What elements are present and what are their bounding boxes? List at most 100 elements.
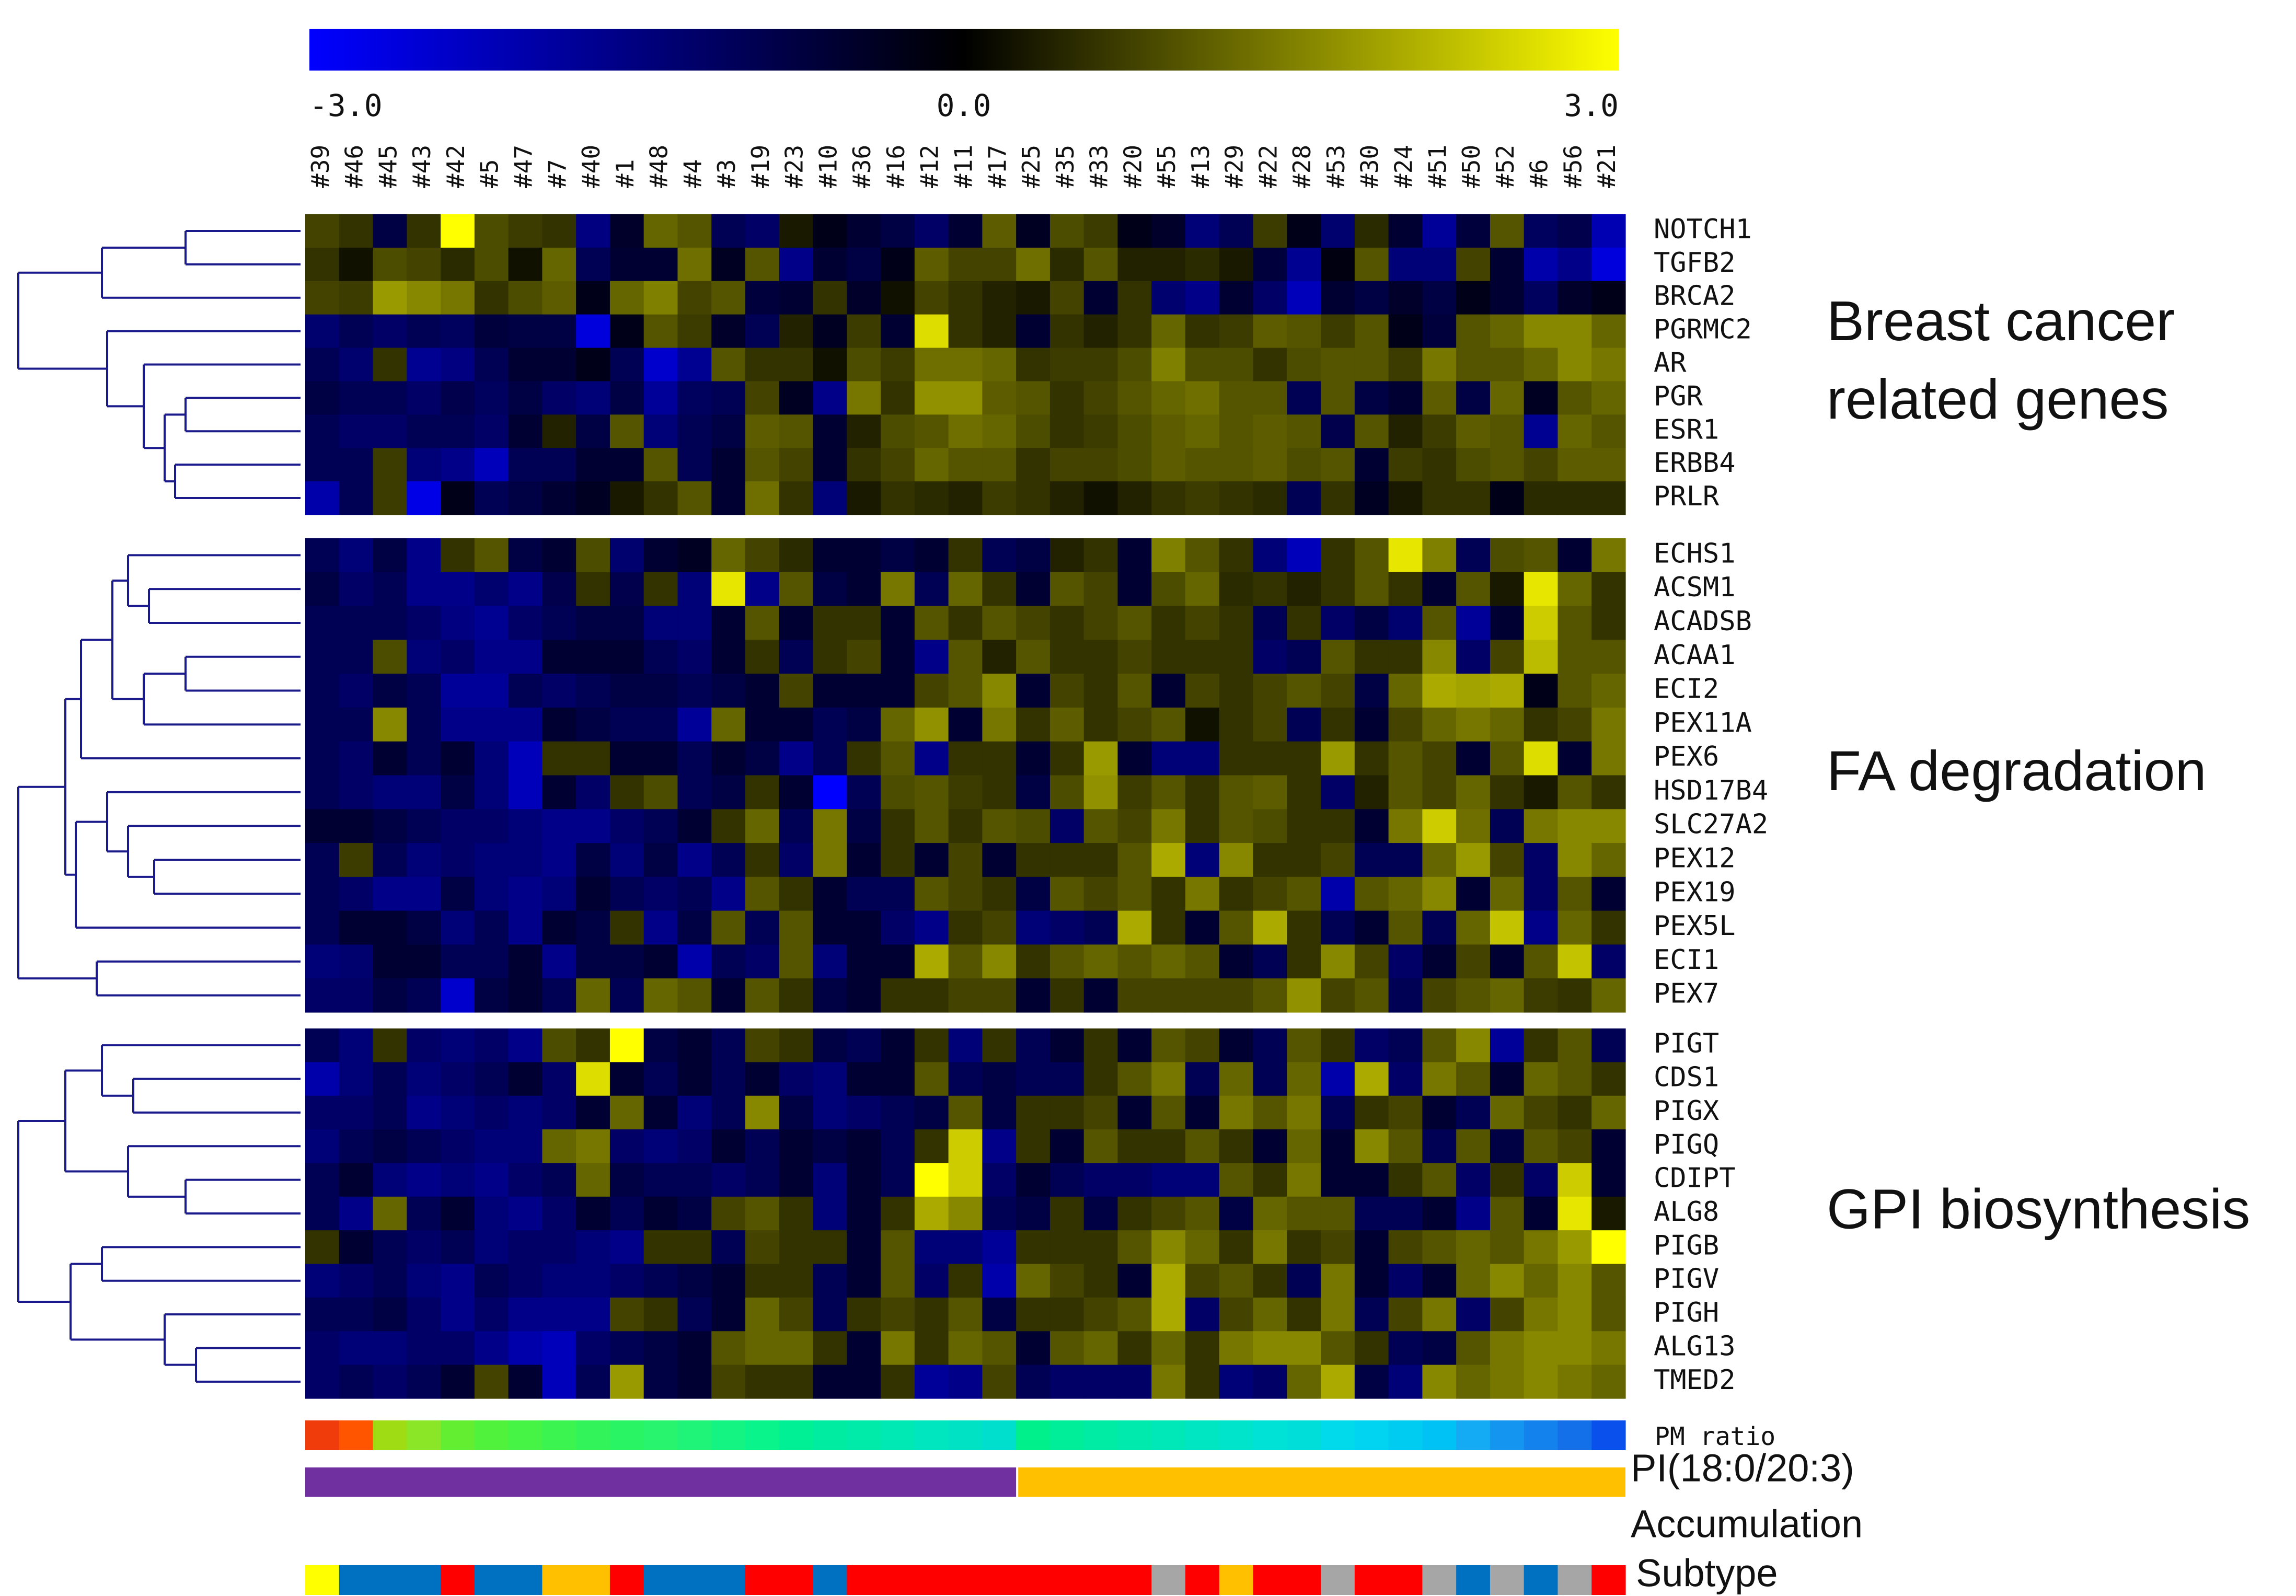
heatmap-cell (1321, 214, 1355, 248)
heatmap-cell (1151, 538, 1186, 573)
heatmap-cell (881, 843, 915, 877)
heatmap-cell (407, 381, 441, 415)
heatmap-cell (1354, 381, 1389, 415)
heatmap-cell (1083, 606, 1118, 640)
pm-ratio-cell (643, 1420, 678, 1450)
pm-ratio-cell (1321, 1420, 1355, 1450)
heatmap-cell (576, 1331, 610, 1366)
heatmap-cell (441, 214, 475, 248)
heatmap-cell (881, 640, 915, 674)
heatmap-cell (677, 481, 712, 515)
heatmap-cell (1287, 1062, 1321, 1096)
heatmap-cell (542, 538, 576, 573)
heatmap-cell (305, 640, 340, 674)
heatmap-cell (1253, 1163, 1287, 1197)
heatmap-cell (542, 640, 576, 674)
heatmap-cell (1321, 1331, 1355, 1366)
heatmap-cell (1557, 1331, 1592, 1366)
heatmap-cell (982, 1129, 1017, 1164)
gene-label-acsm1: ACSM1 (1654, 572, 1736, 603)
heatmap-cell (474, 1331, 509, 1366)
heatmap-cell (914, 843, 949, 877)
heatmap-cell (1117, 1331, 1152, 1366)
heatmap-cell (1591, 707, 1626, 742)
heatmap-cell (1185, 606, 1220, 640)
heatmap-cell (305, 1163, 340, 1197)
subtype-cell (881, 1565, 915, 1595)
heatmap-cell (1354, 481, 1389, 515)
heatmap-cell (305, 448, 340, 482)
heatmap-cell (1456, 448, 1491, 482)
subtype-cell (305, 1565, 340, 1595)
heatmap-cell (643, 214, 678, 248)
heatmap-cell (373, 448, 407, 482)
heatmap-cell (576, 1196, 610, 1231)
heatmap-cell (1185, 1163, 1220, 1197)
heatmap-cell (1557, 1196, 1592, 1231)
sample-label: #23 (780, 145, 809, 188)
heatmap-cell (407, 538, 441, 573)
heatmap-cell (1354, 1163, 1389, 1197)
pm-ratio-cell (339, 1420, 374, 1450)
pi-accumulation-segment (305, 1467, 1017, 1497)
heatmap-cell (1422, 381, 1457, 415)
heatmap-cell (305, 606, 340, 640)
heatmap-cell (1591, 640, 1626, 674)
heatmap-cell (813, 707, 847, 742)
heatmap-cell (407, 414, 441, 448)
heatmap-cell (1219, 538, 1254, 573)
heatmap-cell (1422, 481, 1457, 515)
heatmap-cell (1524, 1095, 1559, 1130)
pm-ratio-cell (1185, 1420, 1220, 1450)
heatmap-cell (914, 1230, 949, 1265)
heatmap-cell (1016, 1163, 1051, 1197)
heatmap-cell (373, 1163, 407, 1197)
heatmap-cell (1524, 1163, 1559, 1197)
heatmap-cell (1456, 1196, 1491, 1231)
heatmap-cell (1049, 314, 1084, 349)
heatmap-cell (711, 775, 746, 809)
heatmap-cell (1287, 1230, 1321, 1265)
heatmap-cell (1557, 448, 1592, 482)
heatmap-cell (1388, 775, 1423, 809)
heatmap-cell (1524, 214, 1559, 248)
heatmap-cell (1388, 707, 1423, 742)
heatmap-cell (542, 876, 576, 911)
heatmap-cell (1422, 1163, 1457, 1197)
heatmap-cell (542, 1095, 576, 1130)
heatmap-cell (813, 314, 847, 349)
gene-label-echs1: ECHS1 (1654, 538, 1736, 569)
heatmap-cell (948, 314, 983, 349)
heatmap-cell (407, 1331, 441, 1366)
heatmap-cell (948, 1331, 983, 1366)
heatmap-cell (948, 1062, 983, 1096)
heatmap-cell (305, 809, 340, 843)
gene-label-pgr: PGR (1654, 380, 1703, 412)
heatmap-cell (948, 674, 983, 708)
group-label: FA degradation (1827, 739, 2207, 802)
heatmap-cell (407, 1364, 441, 1399)
heatmap-cell (1219, 978, 1254, 1013)
subtype-cell (779, 1565, 814, 1595)
heatmap-cell (1490, 640, 1525, 674)
subtype-label: Subtype (1636, 1552, 1778, 1595)
heatmap-cell (1524, 414, 1559, 448)
heatmap-cell (982, 481, 1017, 515)
heatmap-cell (1388, 1196, 1423, 1231)
heatmap-cell (576, 674, 610, 708)
heatmap-cell (1557, 247, 1592, 282)
heatmap-cell (1321, 1095, 1355, 1130)
heatmap-cell (881, 1163, 915, 1197)
heatmap-cell (1083, 481, 1118, 515)
heatmap-cell (982, 1331, 1017, 1366)
heatmap-cell (1287, 1129, 1321, 1164)
heatmap-cell (643, 381, 678, 415)
subtype-cell (1049, 1565, 1084, 1595)
heatmap-cell (339, 448, 374, 482)
heatmap-cell (711, 1331, 746, 1366)
heatmap-cell (1591, 1297, 1626, 1332)
heatmap-cell (1557, 674, 1592, 708)
gene-label-prlr: PRLR (1654, 481, 1720, 512)
heatmap-cell (1490, 1264, 1525, 1298)
